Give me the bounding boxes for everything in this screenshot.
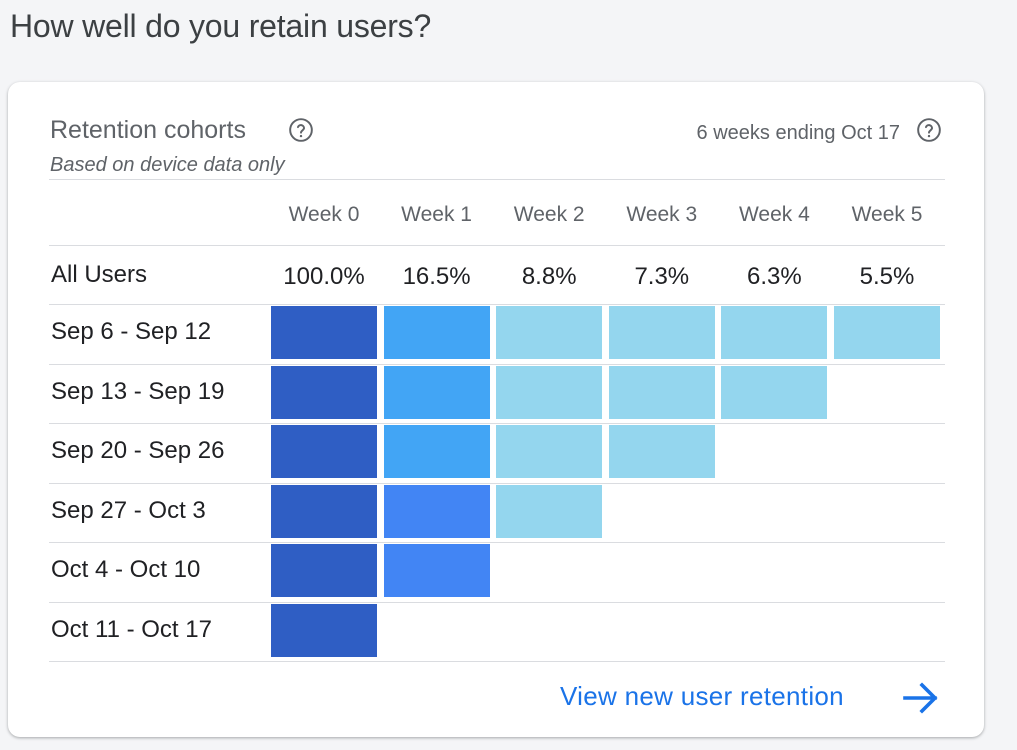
retention-cell[interactable]	[496, 306, 603, 359]
retention-cell[interactable]	[383, 365, 490, 419]
arrow-right-icon[interactable]	[902, 680, 940, 716]
retention-cell[interactable]	[721, 365, 828, 419]
retention-cell[interactable]	[834, 306, 940, 359]
retention-cell[interactable]	[271, 484, 377, 538]
row-divider	[49, 661, 945, 662]
cohort-row-label: Sep 13 - Sep 19	[51, 377, 225, 405]
week-column-header: Week 3	[626, 203, 698, 226]
help-circle-icon[interactable]	[288, 117, 314, 143]
retention-cell[interactable]	[271, 544, 377, 597]
card-subtitle: Based on device data only	[50, 154, 285, 176]
retention-cell[interactable]	[608, 365, 715, 419]
row-divider	[49, 304, 945, 305]
all-users-retention-value: 5.5%	[859, 263, 915, 290]
retention-cell[interactable]	[496, 365, 603, 419]
all-users-retention-value: 16.5%	[402, 263, 471, 290]
cohort-row-label: Oct 4 - Oct 10	[51, 556, 201, 583]
cohort-row-label: Sep 6 - Sep 12	[51, 318, 212, 345]
week-column-header: Week 0	[288, 203, 360, 226]
retention-cell[interactable]	[383, 306, 490, 359]
all-users-retention-value: 100.0%	[283, 263, 365, 290]
cohort-row-label: Sep 27 - Oct 3	[51, 496, 206, 524]
retention-cell[interactable]	[496, 484, 603, 538]
all-users-retention-value: 7.3%	[634, 263, 690, 290]
card-title: Retention cohorts	[50, 116, 246, 144]
row-divider	[49, 483, 945, 484]
cohort-row-label: Oct 11 - Oct 17	[51, 615, 212, 643]
retention-cell[interactable]	[271, 306, 377, 359]
week-column-header: Week 1	[401, 203, 472, 226]
retention-cell[interactable]	[383, 544, 490, 597]
row-divider	[49, 602, 945, 603]
view-new-user-retention-link[interactable]: View new user retention	[560, 681, 844, 711]
week-column-header: Week 5	[851, 203, 923, 226]
retention-cell[interactable]	[721, 306, 828, 359]
row-divider	[49, 423, 945, 424]
retention-cell[interactable]	[608, 306, 715, 359]
retention-cell[interactable]	[383, 484, 490, 538]
week-column-header: Week 2	[513, 203, 585, 226]
week-column-header: Week 4	[738, 203, 810, 226]
row-divider	[49, 179, 945, 180]
retention-cell[interactable]	[383, 425, 490, 478]
row-divider	[49, 542, 945, 543]
cohort-row-label: Sep 20 - Sep 26	[51, 437, 225, 464]
page-heading: How well do you retain users?	[10, 8, 432, 44]
retention-cell[interactable]	[608, 425, 715, 478]
retention-cell[interactable]	[271, 425, 377, 478]
retention-cell[interactable]	[271, 603, 377, 657]
row-divider	[49, 245, 945, 246]
row-divider	[49, 364, 945, 365]
all-users-retention-value: 8.8%	[521, 263, 577, 290]
retention-cohorts-card: Retention cohorts 6 weeks ending Oct 17 …	[8, 82, 984, 737]
help-circle-icon[interactable]	[916, 117, 942, 143]
date-range-label: 6 weeks ending Oct 17	[696, 122, 900, 144]
all-users-retention-value: 6.3%	[747, 263, 802, 290]
retention-cell[interactable]	[271, 365, 377, 419]
retention-cell[interactable]	[496, 425, 603, 478]
all-users-label: All Users	[51, 261, 148, 288]
